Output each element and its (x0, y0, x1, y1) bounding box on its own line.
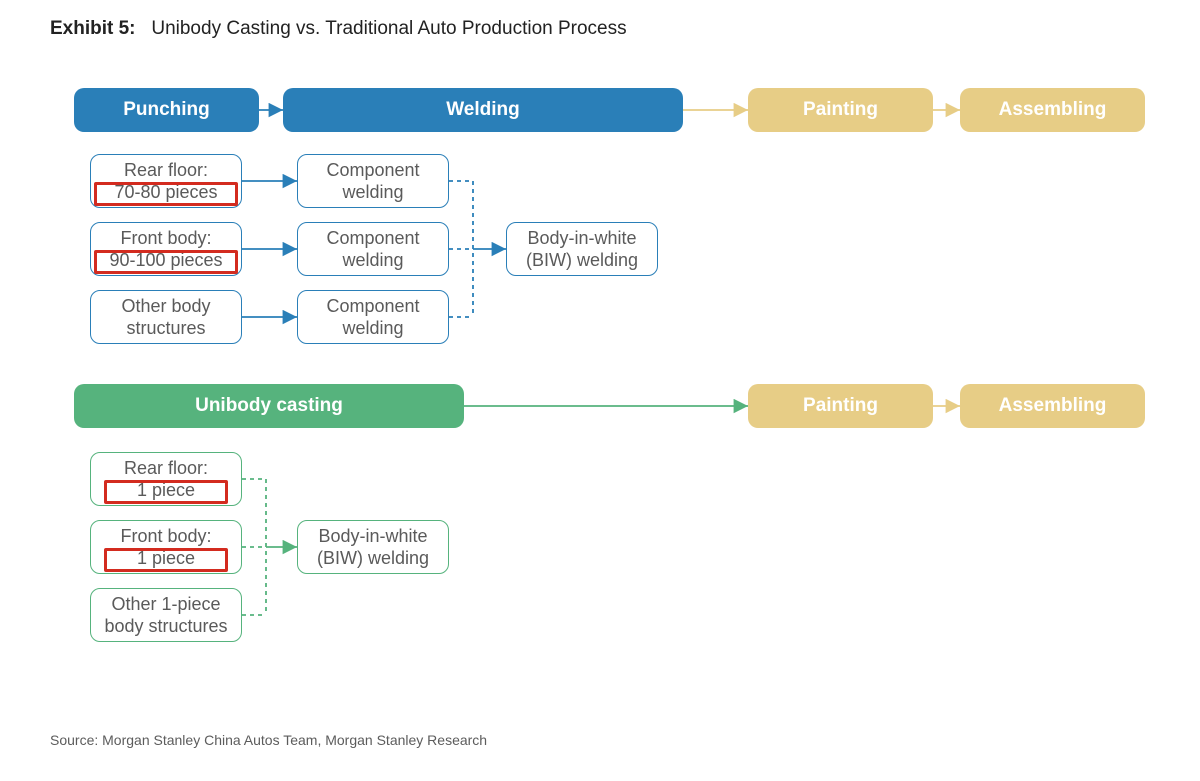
cw2: Componentwelding (297, 222, 449, 276)
label: Assembling (999, 98, 1107, 122)
header-assembling2: Assembling (960, 384, 1145, 428)
label: Unibody casting (195, 394, 343, 418)
other-trad: Other bodystructures (90, 290, 242, 344)
header-assembling1: Assembling (960, 88, 1145, 132)
label: Painting (803, 98, 878, 122)
label: Assembling (999, 394, 1107, 418)
cw3: Componentwelding (297, 290, 449, 344)
header-unibody: Unibody casting (74, 384, 464, 428)
rear-floor-uni-highlight (104, 480, 228, 504)
biw-trad: Body-in-white(BIW) welding (506, 222, 658, 276)
label: Punching (123, 98, 210, 122)
front-body-trad-highlight (94, 250, 238, 274)
header-welding: Welding (283, 88, 683, 132)
header-punching: Punching (74, 88, 259, 132)
header-painting2: Painting (748, 384, 933, 428)
exhibit-title-prefix: Exhibit 5: (50, 18, 136, 39)
biw-uni: Body-in-white(BIW) welding (297, 520, 449, 574)
label: Welding (446, 98, 520, 122)
exhibit-title-text: Unibody Casting vs. Traditional Auto Pro… (151, 18, 626, 39)
rear-floor-trad-highlight (94, 182, 238, 206)
exhibit-title: Exhibit 5: Unibody Casting vs. Tradition… (50, 18, 627, 40)
diagram-canvas: Exhibit 5: Unibody Casting vs. Tradition… (0, 0, 1200, 781)
source-line: Source: Morgan Stanley China Autos Team,… (50, 732, 487, 748)
label: Painting (803, 394, 878, 418)
front-body-uni-highlight (104, 548, 228, 572)
other-uni: Other 1-piecebody structures (90, 588, 242, 642)
cw1: Componentwelding (297, 154, 449, 208)
header-painting1: Painting (748, 88, 933, 132)
